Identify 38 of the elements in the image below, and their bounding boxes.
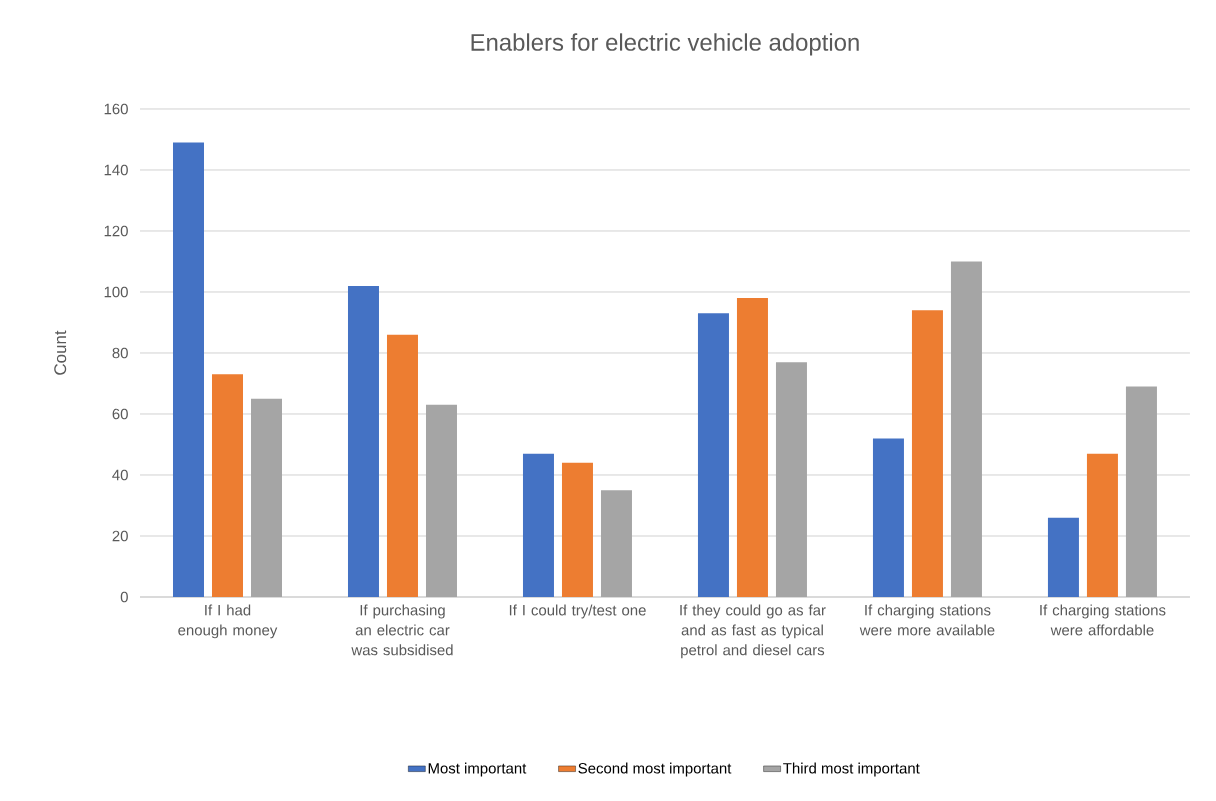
y-tick-label: 20 (112, 530, 128, 542)
y-tick-label: 160 (104, 103, 128, 115)
bar (347, 285, 379, 597)
bar (697, 313, 729, 597)
bar (1125, 386, 1157, 597)
x-tick-label: If I could try/test one (509, 604, 646, 619)
bar (911, 310, 943, 597)
bar (600, 490, 632, 597)
y-tick-label: 40 (112, 469, 128, 481)
legend-label: Third most important (783, 762, 920, 777)
y-tick-label: 100 (104, 286, 128, 298)
x-tick-label: If they could go as far and as fast as typical petrol and diesel cars (680, 604, 826, 659)
bar (950, 261, 982, 597)
y-tick-label: 0 (120, 591, 128, 603)
bar (173, 142, 204, 597)
y-tick-label: 140 (104, 164, 128, 176)
y-axis-title: Count (54, 330, 67, 375)
bar (775, 362, 807, 597)
chart-title: Enablers for electric vehicle adoption (471, 33, 859, 56)
y-tick-label: 60 (112, 408, 128, 420)
bar (425, 404, 457, 597)
bar (736, 298, 768, 597)
legend-label: Most important (428, 762, 527, 777)
y-tick-label: 120 (104, 225, 128, 237)
x-tick-label: If charging stations were more available (859, 604, 995, 636)
legend-label: Second most important (578, 762, 732, 777)
y-tick-label: 80 (112, 347, 128, 359)
bar (212, 374, 243, 597)
x-tick-label: If purchasing an electric car was subsidised (351, 604, 453, 656)
bar (522, 453, 554, 597)
bar (561, 462, 593, 597)
bar (1047, 517, 1079, 597)
x-tick-label: If I had enough money (178, 604, 278, 639)
bar (386, 334, 418, 597)
x-tick-label: If charging stations were affordable (1040, 604, 1166, 636)
bar (1086, 453, 1118, 597)
bar (872, 438, 904, 597)
bar (251, 398, 282, 597)
